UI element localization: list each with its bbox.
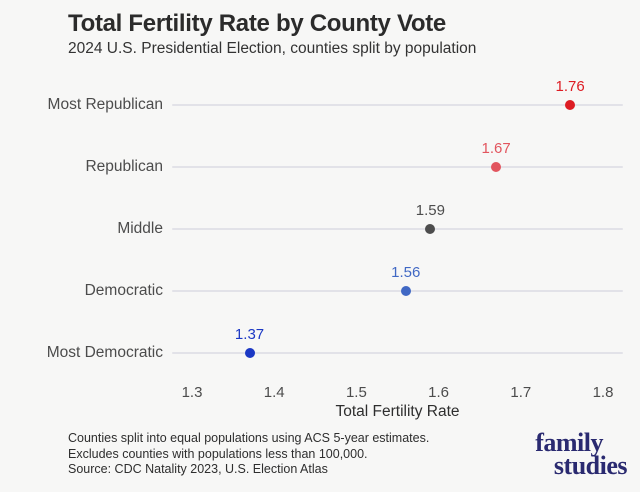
data-point-value-label: 1.56 <box>391 264 421 281</box>
x-axis-tick-label: 1.8 <box>592 384 614 401</box>
x-axis-tick-label: 1.7 <box>510 384 532 401</box>
category-reference-line <box>172 352 623 354</box>
chart-title: Total Fertility Rate by County Vote <box>68 10 446 37</box>
footer-notes: Counties split into equal populations us… <box>68 431 429 478</box>
x-axis-tick-label: 1.3 <box>181 384 203 401</box>
category-label: Most Democratic <box>46 344 163 361</box>
x-axis-tick-label: 1.5 <box>345 384 367 401</box>
data-point-value-label: 1.76 <box>555 78 585 95</box>
data-point <box>244 348 255 358</box>
data-point-value-label: 1.59 <box>415 202 445 219</box>
data-point-value-label: 1.37 <box>234 326 265 343</box>
category-reference-line <box>172 290 623 292</box>
footer-note-line: Excludes counties with populations less … <box>68 446 368 461</box>
data-point <box>491 162 502 172</box>
data-point-value-label: 1.67 <box>481 140 511 157</box>
category-label: Most Republican <box>47 96 163 113</box>
logo-word-studies: studies <box>553 451 628 480</box>
category-label: Democratic <box>84 282 163 299</box>
x-axis-tick-label: 1.4 <box>263 384 285 401</box>
footer-note-line: Source: CDC Natality 2023, U.S. Election… <box>68 462 328 476</box>
category-reference-line <box>172 166 623 168</box>
x-axis-tick-label: 1.6 <box>428 384 450 401</box>
category-label: Middle <box>117 220 163 237</box>
data-point <box>565 100 576 110</box>
data-point <box>400 286 411 296</box>
category-reference-line <box>172 228 623 230</box>
family-studies-logo: family studies <box>535 428 628 480</box>
x-axis-title: Total Fertility Rate <box>335 403 460 420</box>
data-point <box>425 224 436 234</box>
footer-note-line: Counties split into equal populations us… <box>68 431 430 445</box>
logo-word-family: family <box>535 428 603 457</box>
category-label: Republican <box>85 158 163 175</box>
chart-subtitle: 2024 U.S. Presidential Election, countie… <box>68 40 477 57</box>
category-reference-line <box>172 104 623 106</box>
